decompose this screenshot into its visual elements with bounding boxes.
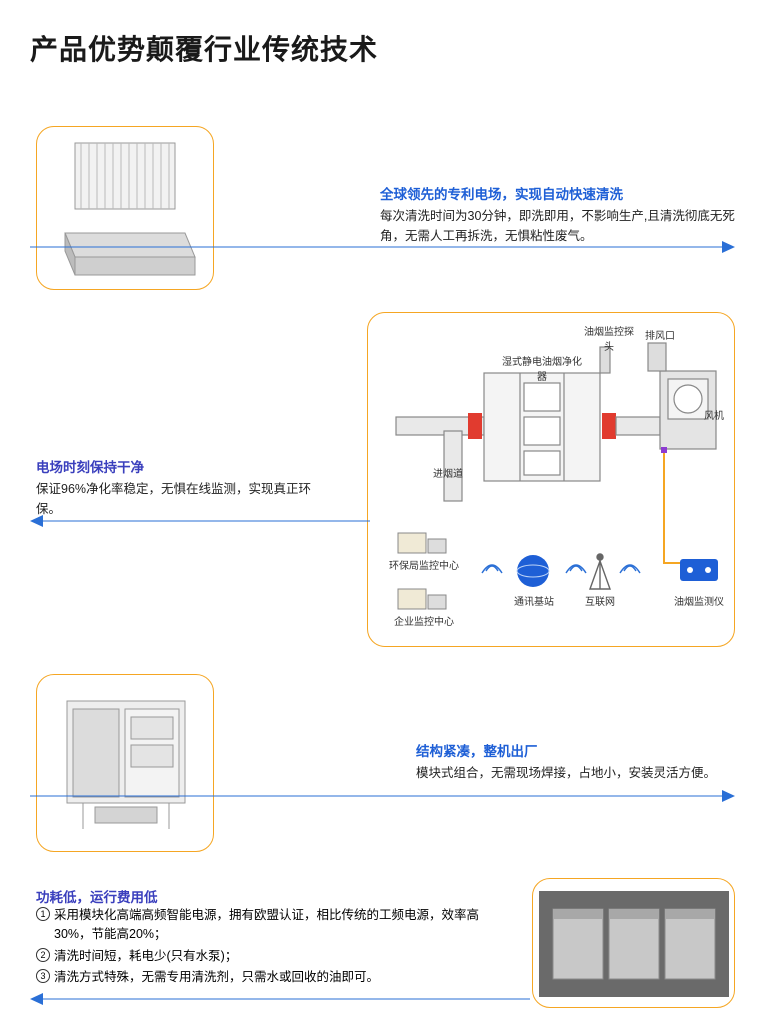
label-base: 通讯基站 (510, 593, 558, 608)
feature-3-body: 模块式组合，无需现场焊接，占地小，安装灵活方便。 (416, 763, 742, 783)
feature-3-heading: 结构紧凑，整机出厂 (416, 740, 742, 760)
feature-2: 电场时刻保持干净 保证96%净化率稳定，无惧在线监测，实现真正环保。 (36, 456, 336, 519)
label-purifier: 湿式静电油烟净化器 (502, 353, 582, 383)
unit-sketch (49, 687, 203, 841)
feature-4-list: 1采用模块化高端高频智能电源，拥有欧盟认证，相比传统的工频电源，效率高30%，节… (36, 906, 500, 988)
label-net: 互联网 (580, 593, 620, 608)
product-image-electrostatic-field (36, 126, 214, 290)
feature-3: 结构紧凑，整机出厂 模块式组合，无需现场焊接，占地小，安装灵活方便。 (416, 740, 742, 783)
modules-sketch (539, 891, 729, 997)
product-image-power-modules (532, 878, 735, 1008)
label-probe: 油烟监控探头 (584, 323, 634, 353)
feature-4-item-1: 采用模块化高端高频智能电源，拥有欧盟认证，相比传统的工频电源，效率高30%，节能… (54, 908, 479, 941)
feature-1: 全球领先的专利电场，实现自动快速清洗 每次清洗时间为30分钟，即洗即用，不影响生… (380, 183, 735, 246)
label-outlet: 排风口 (640, 327, 680, 342)
separator-3 (30, 789, 735, 803)
page-title: 产品优势颠覆行业传统技术 (30, 28, 378, 68)
product-image-unit (36, 674, 214, 852)
label-env: 环保局监控中心 (384, 557, 464, 572)
separator-2 (30, 514, 735, 528)
label-monitor: 油烟监测仪 (670, 593, 728, 608)
label-ent: 企业监控中心 (384, 613, 464, 628)
feature-4-item-2: 清洗时间短，耗电少(只有水泵)； (54, 949, 237, 963)
label-fan: 风机 (700, 407, 728, 422)
feature-2-heading: 电场时刻保持干净 (36, 456, 336, 476)
separator-4 (30, 992, 735, 1006)
feature-2-body: 保证96%净化率稳定，无惧在线监测，实现真正环保。 (36, 479, 336, 519)
label-inlet: 进烟道 (428, 465, 468, 480)
separator-1 (30, 240, 735, 254)
feature-1-heading: 全球领先的专利电场，实现自动快速清洗 (380, 183, 735, 203)
filter-plates-sketch (51, 137, 201, 281)
feature-4-heading: 功耗低，运行费用低 (36, 886, 500, 906)
system-diagram: 湿式静电油烟净化器 油烟监控探头 排风口 风机 进烟道 环保局监控中心 企业监控… (367, 312, 735, 647)
feature-4: 功耗低，运行费用低 1采用模块化高端高频智能电源，拥有欧盟认证，相比传统的工频电… (36, 886, 500, 990)
feature-4-item-3: 清洗方式特殊，无需专用清洗剂，只需水或回收的油即可。 (54, 970, 379, 984)
